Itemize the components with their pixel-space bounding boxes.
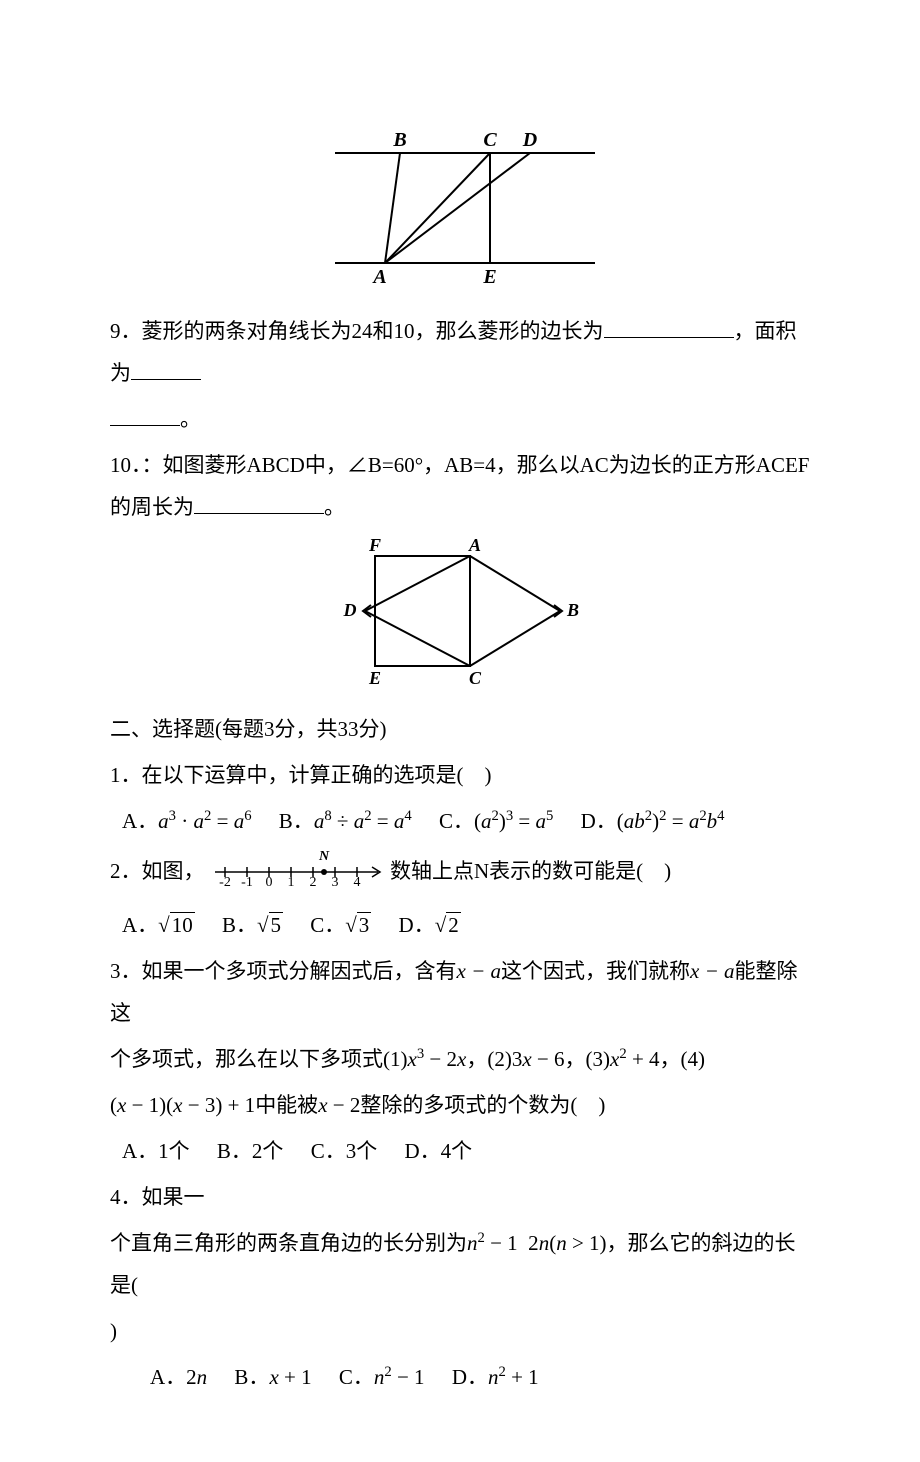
- label-F: F: [368, 536, 381, 555]
- problem-4-line1: 4．如果一: [110, 1176, 810, 1218]
- p3-option-B: B．2个: [217, 1139, 284, 1163]
- problem-1-stem: 1．在以下运算中，计算正确的选项是( ): [110, 754, 810, 796]
- p2-stem-b: 数轴上点N表示的数可能是( ): [390, 859, 671, 883]
- blank: [131, 358, 201, 380]
- p2-option-A: A．√10: [122, 913, 195, 937]
- blank: [604, 316, 734, 338]
- problem-2-stem: 2．如图， -2 -1 0: [110, 846, 810, 900]
- label-C: C: [469, 668, 482, 686]
- p2-option-B: B．√5: [222, 913, 283, 937]
- q9-text-a: 9．菱形的两条对角线长为24和10，那么菱形的边长为: [110, 319, 604, 343]
- p3-option-A: A．1个: [122, 1139, 190, 1163]
- svg-text:4: 4: [353, 875, 360, 886]
- p1-option-B: B．a8 ÷ a2 = a4: [279, 809, 412, 833]
- svg-text:3: 3: [331, 875, 338, 886]
- p4-option-A: A．2n: [150, 1365, 207, 1389]
- problem-3-line3: (x − 1)(x − 3) + 1中能被x − 2整除的多项式的个数为( ): [110, 1084, 810, 1126]
- label-D: D: [522, 129, 537, 151]
- p2-stem-a: 2．如图，: [110, 859, 205, 883]
- blank: [110, 404, 180, 426]
- svg-text:1: 1: [287, 875, 294, 886]
- figure-rhombus-square: F A D B E C: [110, 536, 810, 700]
- svg-text:2: 2: [309, 875, 316, 886]
- p2-option-D: D．√2: [399, 913, 461, 937]
- q10-text-b: 。: [324, 495, 345, 519]
- svg-text:-1: -1: [241, 875, 253, 886]
- p1-option-A: A．a3 · a2 = a6: [122, 809, 252, 833]
- label-E: E: [482, 266, 496, 288]
- section-2-heading: 二、选择题(每题3分，共33分): [110, 708, 810, 750]
- p3-option-D: D．4个: [404, 1139, 472, 1163]
- figure-parallelogram: B C D A E: [110, 128, 810, 302]
- label-B: B: [566, 600, 579, 620]
- label-E: E: [368, 668, 381, 686]
- question-9: 9．菱形的两条对角线长为24和10，那么菱形的边长为，面积为: [110, 310, 810, 394]
- p2-option-C: C．√3: [310, 913, 371, 937]
- problem-2-options: A．√10 B．√5 C．√3 D．√2: [110, 904, 810, 946]
- problem-3-line2: 个多项式，那么在以下多项式(1)x3 − 2x，(2)3x − 6，(3)x2 …: [110, 1038, 810, 1080]
- question-9-cont: 。: [110, 398, 810, 440]
- figure2-svg: F A D B E C: [335, 536, 585, 686]
- problem-3-options: A．1个 B．2个 C．3个 D．4个: [110, 1130, 810, 1172]
- problem-1-options: A．a3 · a2 = a6 B．a8 ÷ a2 = a4 C．(a2)3 = …: [110, 800, 810, 842]
- svg-text:0: 0: [265, 875, 272, 886]
- label-C: C: [483, 129, 497, 151]
- number-line: -2 -1 0 1 2 3 4 N: [210, 846, 385, 900]
- problem-3-line1: 3．如果一个多项式分解因式后，含有x − a这个因式，我们就称x − a能整除这: [110, 950, 810, 1034]
- figure1-svg: B C D A E: [320, 128, 600, 288]
- p3-option-C: C．3个: [311, 1139, 378, 1163]
- p4-option-D: D．n2 + 1: [452, 1365, 539, 1389]
- p1-option-D: D．(ab2)2 = a2b4: [581, 809, 725, 833]
- label-A: A: [371, 266, 386, 288]
- blank: [194, 492, 324, 514]
- label-D: D: [343, 600, 357, 620]
- label-N: N: [318, 849, 330, 864]
- p1-option-C: C．(a2)3 = a5: [439, 809, 553, 833]
- page: B C D A E 9．菱形的两条对角线长为24和10，那么菱形的边长为，面积为…: [0, 0, 920, 1462]
- question-10: 10．：如图菱形ABCD中，∠B=60°，AB=4，那么以AC为边长的正方形AC…: [110, 444, 810, 528]
- p4-option-C: C．n2 − 1: [339, 1365, 425, 1389]
- label-B: B: [392, 129, 406, 151]
- label-A: A: [468, 536, 481, 555]
- svg-text:-2: -2: [219, 875, 231, 886]
- problem-4-line3: ): [110, 1310, 810, 1352]
- problem-4-options: A．2n B．x + 1 C．n2 − 1 D．n2 + 1: [110, 1356, 810, 1398]
- p4-option-B: B．x + 1: [234, 1365, 311, 1389]
- q9-text-c: 。: [180, 407, 201, 431]
- problem-4-line2: 个直角三角形的两条直角边的长分别为n2 − 1 2n(n > 1)，那么它的斜边…: [110, 1222, 810, 1306]
